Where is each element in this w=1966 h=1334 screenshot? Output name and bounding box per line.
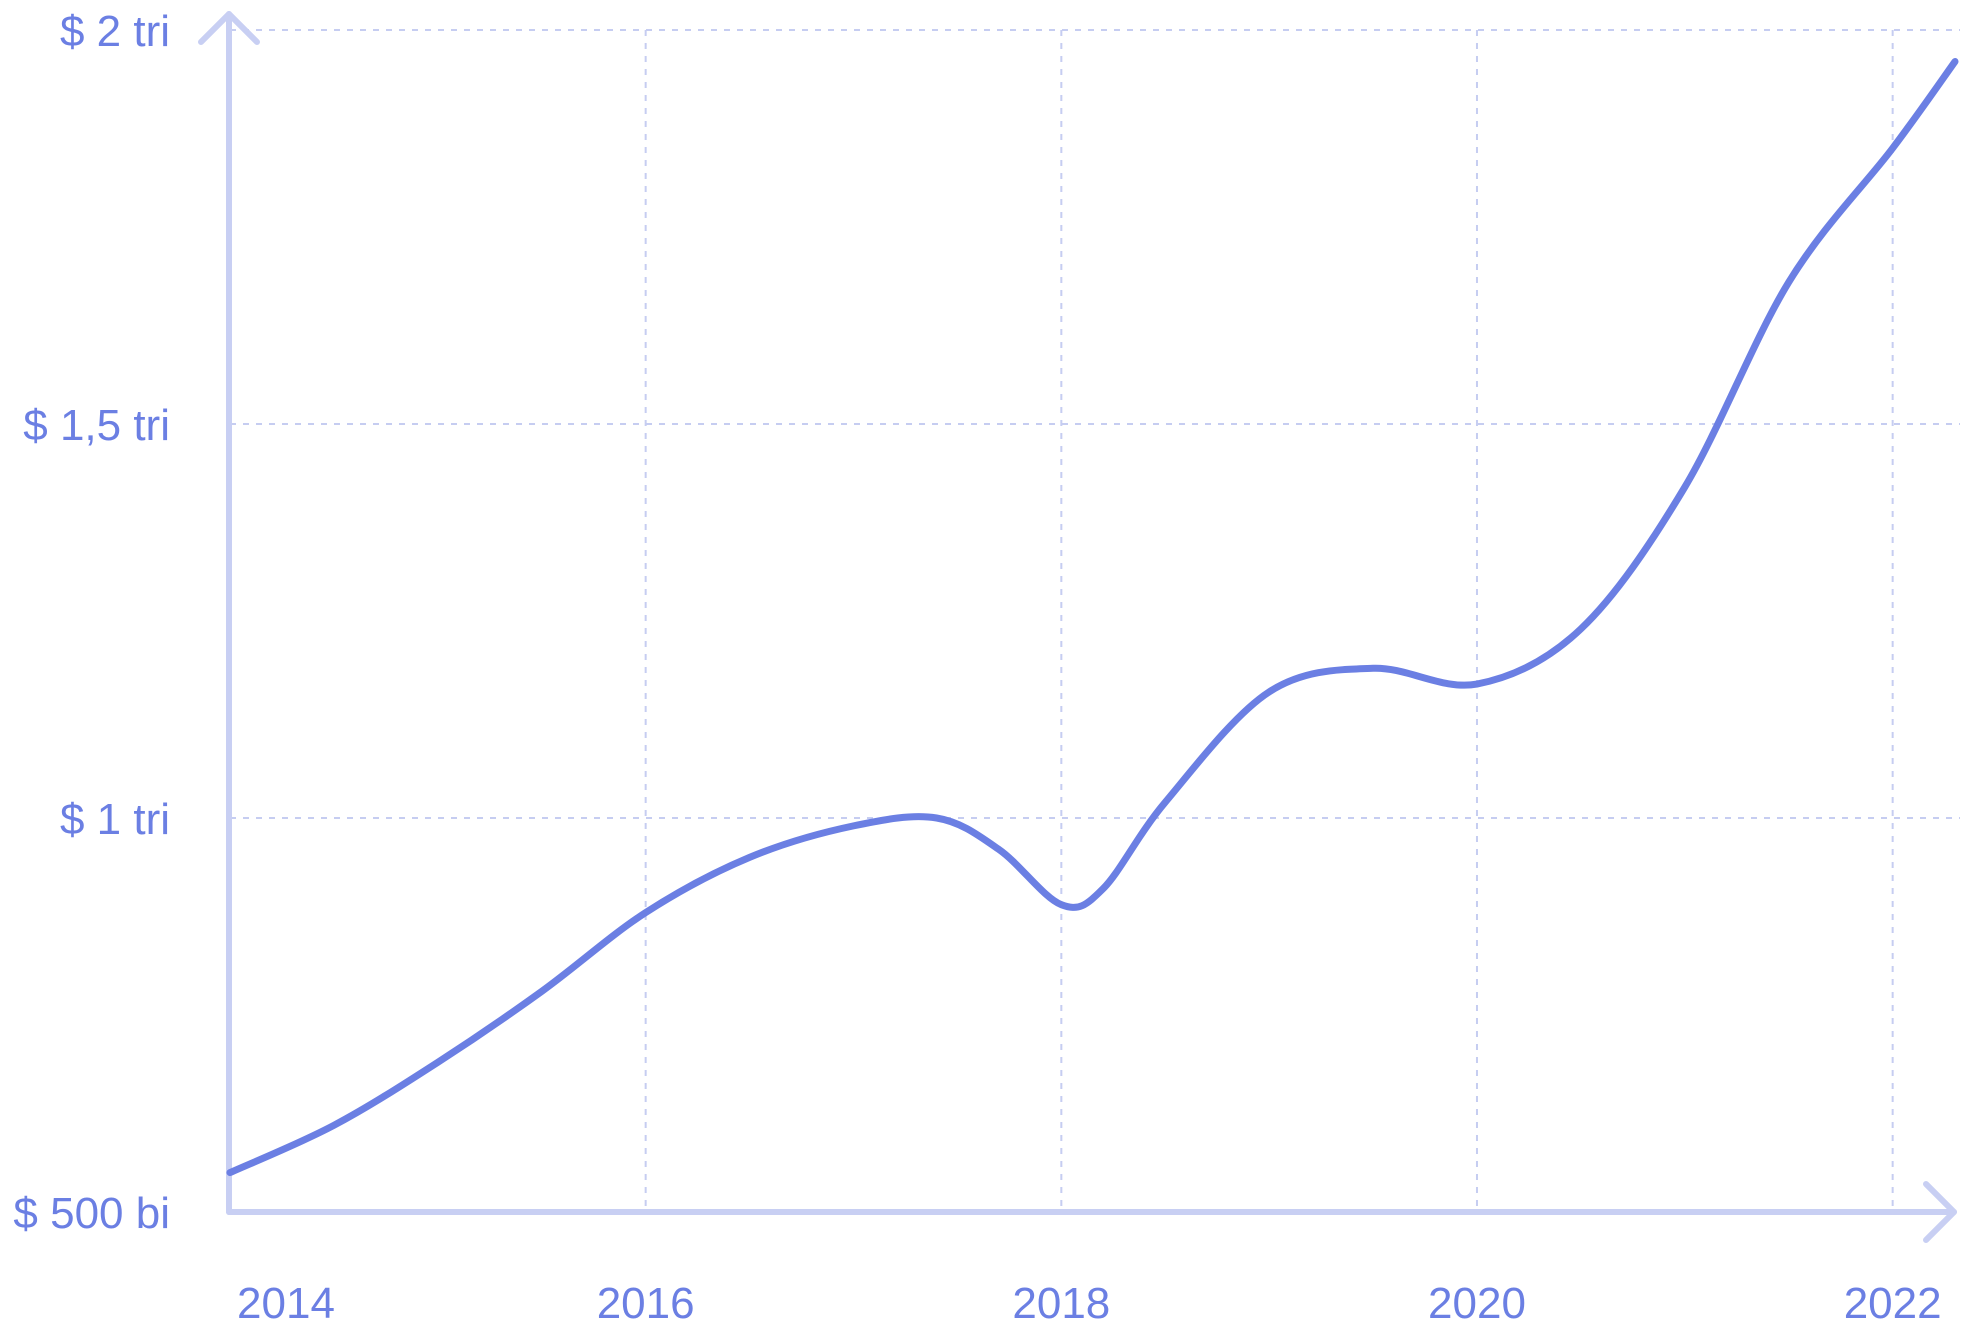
series-line-0 [226,58,1959,1177]
y-tick-label-3: $ 2 tri [60,7,170,56]
y-axis-arrow-icon [198,11,260,45]
x-tick-label-2: 2018 [1012,1279,1110,1328]
x-tick-label-3: 2020 [1428,1279,1526,1328]
x-axis-arrow-icon [1923,1181,1957,1243]
axis-layer [198,11,1957,1243]
x-tick-label-1: 2016 [597,1279,695,1328]
series-layer [226,58,1959,1177]
y-tick-label-2: $ 1,5 tri [23,401,170,450]
label-layer: $ 500 bi $ 1 tri $ 1,5 tri $ 2 tri 2014 2016 2… [13,7,1941,1328]
y-tick-label-1: $ 1 tri [60,795,170,844]
x-tick-label-0: 2014 [237,1279,335,1328]
x-tick-label-4: 2022 [1844,1279,1942,1328]
grid-layer [230,29,1960,1212]
y-tick-label-0: $ 500 bi [13,1189,170,1238]
